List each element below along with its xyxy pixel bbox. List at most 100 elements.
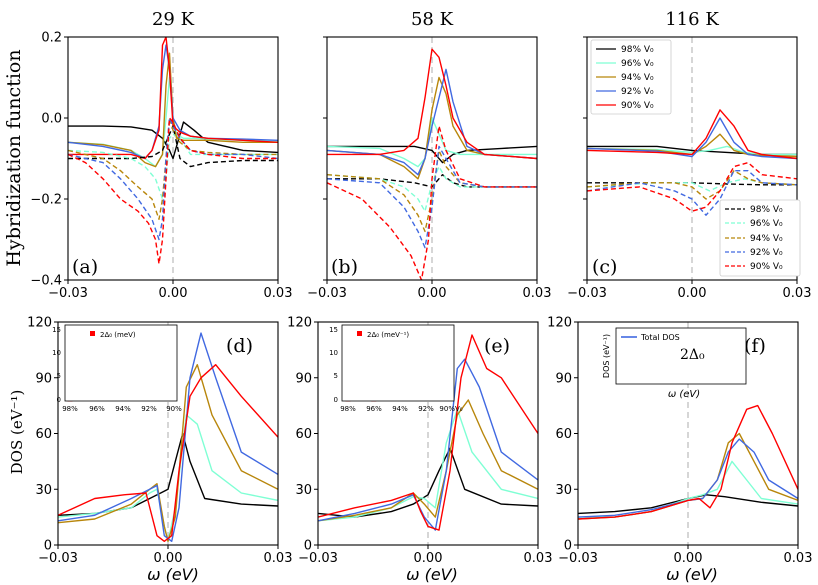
inset-e-ytick-5: 5 bbox=[334, 372, 338, 380]
inset-f-legend-label: Total DOS bbox=[640, 333, 680, 342]
inset-d-legend-label: 2Δ₀ (meV) bbox=[100, 331, 136, 339]
inset-e-xtick-94: 94% bbox=[392, 405, 408, 413]
inset-d-xtick-94: 94% bbox=[115, 405, 131, 413]
series-b-92-v0-dashed- bbox=[327, 145, 537, 249]
legend-dashed-label-96: 96% V₀ bbox=[750, 219, 783, 229]
panel-letter-a: (a) bbox=[72, 256, 98, 278]
series-b-94-v0-solid- bbox=[327, 76, 537, 180]
series-d-94-v0 bbox=[58, 364, 278, 542]
series-c-90-v0-solid- bbox=[587, 109, 797, 160]
ytick-label-a-1: −0.2 bbox=[30, 193, 62, 208]
ylabel-hybridization: Hybridization function bbox=[3, 49, 25, 266]
series-e-98-v0 bbox=[318, 447, 538, 518]
ytick-label-a-2: 0.0 bbox=[41, 112, 62, 127]
series-b-94-v0-dashed- bbox=[327, 149, 537, 233]
xtick-label-e-0: −0.03 bbox=[298, 551, 338, 566]
ytick-label-a-0: −0.4 bbox=[30, 274, 62, 289]
ytick-label-f-2: 60 bbox=[555, 427, 572, 442]
inset-d-ytick-0: 0 bbox=[57, 396, 61, 404]
ytick-label-d-1: 30 bbox=[35, 483, 52, 498]
ytick-label-e-4: 120 bbox=[287, 316, 312, 331]
series-b-96-v0-solid- bbox=[327, 117, 537, 168]
inset-f-annotation: 2Δ₀ bbox=[680, 347, 705, 363]
panel-c: −0.03 0.00 0.03 bbox=[567, 36, 812, 301]
series-e-90-v0 bbox=[318, 334, 538, 531]
inset-e-legend-label: 2Δ₀ (meV⁻¹) bbox=[367, 331, 409, 339]
xlabel-omega-d: ω (eV) bbox=[147, 565, 199, 584]
inset-e-xtick-90: 90%V₀ bbox=[439, 405, 462, 413]
xtick-label-a-0: −0.03 bbox=[48, 286, 88, 301]
ytick-label-e-1: 30 bbox=[295, 483, 312, 498]
inset-d-ytick-5: 5 bbox=[57, 372, 61, 380]
ytick-label-d-0: 0 bbox=[44, 539, 52, 554]
series-a-90-v0-solid- bbox=[68, 37, 278, 160]
legend-solid-label-92: 92% V₀ bbox=[621, 87, 654, 97]
legend-solid-label-98: 98% V₀ bbox=[621, 45, 654, 55]
xtick-label-f-1: 0.00 bbox=[674, 551, 703, 566]
series-c-92-v0-dashed- bbox=[587, 170, 797, 216]
panel-letter-b: (b) bbox=[331, 256, 358, 278]
xtick-label-e-1: 0.00 bbox=[414, 551, 443, 566]
inset-e-ytick-10: 10 bbox=[329, 349, 338, 357]
inset-e-ytick-15: 15 bbox=[329, 326, 338, 334]
xtick-label-f-2: 0.03 bbox=[784, 551, 813, 566]
legend-solid-label-90: 90% V₀ bbox=[621, 101, 654, 111]
series-b-90-v0-solid- bbox=[327, 48, 537, 160]
ytick-label-e-2: 60 bbox=[295, 427, 312, 442]
panel-letter-d: (d) bbox=[226, 335, 253, 357]
inset-f: Total DOS DOS (eV⁻¹) ω (eV) 2Δ₀ bbox=[602, 327, 747, 400]
series-d-90-v0 bbox=[58, 364, 278, 542]
series-a-94-v0-dashed- bbox=[68, 117, 278, 220]
series-c-94-v0-solid- bbox=[587, 133, 797, 158]
series-b-92-v0-solid- bbox=[327, 68, 537, 176]
temp-title-58k: 58 K bbox=[411, 9, 454, 30]
temp-title-29k: 29 K bbox=[152, 9, 195, 30]
inset-e: 2Δ₀ (meV⁻¹) 0 5 10 15 98% 96% 94% 92% 90… bbox=[329, 324, 463, 413]
inset-d-ytick-15: 15 bbox=[52, 326, 61, 334]
inset-d: 2Δ₀ (meV) 0 5 10 15 98% 96% 94% 92% 90% bbox=[52, 324, 182, 413]
xtick-label-a-1: 0.00 bbox=[159, 286, 188, 301]
legend-dashed: 98% V₀ 96% V₀ 94% V₀ 92% V₀ 90% V₀ bbox=[719, 199, 801, 277]
series-d-92-v0 bbox=[58, 332, 278, 542]
panel-letter-e: (e) bbox=[484, 335, 510, 357]
series-c-94-v0-dashed- bbox=[587, 170, 797, 200]
series-f-90-v0 bbox=[578, 404, 798, 520]
series-f-92-v0 bbox=[578, 438, 798, 518]
xtick-label-b-0: −0.03 bbox=[307, 286, 347, 301]
inset-e-ytick-0: 0 bbox=[334, 396, 338, 404]
inset-e-xtick-98: 98% bbox=[340, 405, 356, 413]
inset-d-xtick-90: 90% bbox=[166, 405, 182, 413]
panel-b: −0.03 0.00 0.03 bbox=[307, 36, 551, 301]
xtick-label-d-1: 0.00 bbox=[154, 551, 183, 566]
ytick-label-a-3: 0.2 bbox=[41, 31, 62, 46]
xtick-label-c-0: −0.03 bbox=[567, 286, 607, 301]
panel-d: −0.03 0.00 0.03 0 30 60 90 120 bbox=[27, 316, 292, 567]
ytick-label-d-3: 90 bbox=[35, 371, 52, 386]
inset-d-xtick-98: 98% bbox=[62, 405, 78, 413]
panel-letter-c: (c) bbox=[592, 256, 617, 278]
series-a-90-v0-dashed- bbox=[68, 117, 278, 265]
series-c-90-v0-dashed- bbox=[587, 161, 797, 212]
xtick-label-d-2: 0.03 bbox=[264, 551, 293, 566]
series-b-96-v0-dashed- bbox=[327, 165, 537, 212]
ytick-label-e-0: 0 bbox=[304, 539, 312, 554]
series-a-98-v0-solid- bbox=[68, 121, 278, 160]
legend-solid: 98% V₀ 96% V₀ 94% V₀ 92% V₀ 90% V₀ bbox=[590, 39, 672, 115]
xlabel-omega-f: ω (eV) bbox=[666, 565, 718, 584]
inset-e-xtick-92: 92% bbox=[418, 405, 434, 413]
xtick-label-e-2: 0.03 bbox=[524, 551, 553, 566]
inset-d-xtick-96: 96% bbox=[89, 405, 105, 413]
ylabel-dos: DOS (eV⁻¹) bbox=[8, 390, 26, 475]
inset-d-ytick-10: 10 bbox=[52, 349, 61, 357]
xtick-label-c-2: 0.03 bbox=[783, 286, 812, 301]
inset-f-xlabel: ω (eV) bbox=[668, 389, 700, 400]
legend-dashed-label-90: 90% V₀ bbox=[750, 262, 783, 272]
legend-dashed-label-92: 92% V₀ bbox=[750, 248, 783, 258]
ytick-label-e-3: 90 bbox=[295, 371, 312, 386]
ytick-label-f-3: 90 bbox=[555, 371, 572, 386]
panel-f: −0.03 0.00 0.03 0 30 60 90 120 bbox=[547, 316, 812, 567]
inset-f-ylabel: DOS (eV⁻¹) bbox=[602, 334, 611, 378]
series-b-90-v0-dashed- bbox=[327, 125, 537, 280]
ytick-label-f-4: 120 bbox=[547, 316, 572, 331]
